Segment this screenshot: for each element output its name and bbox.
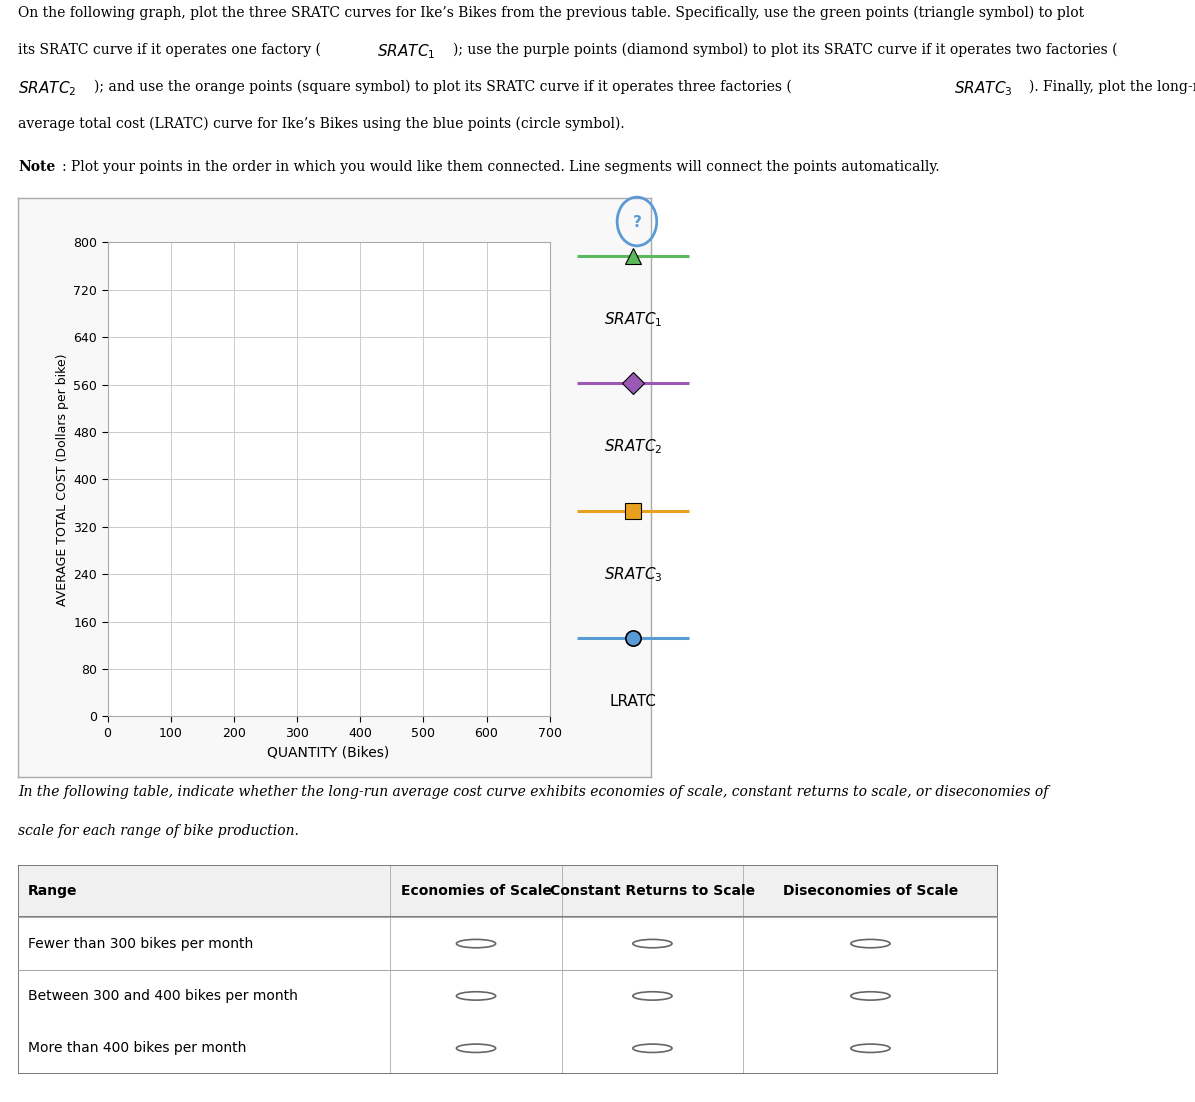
Text: $SRATC_3$: $SRATC_3$ (605, 565, 662, 584)
Bar (18, 865, 998, 917)
Text: average total cost (LRATC) curve for Ike’s Bikes using the blue points (circle s: average total cost (LRATC) curve for Ike… (18, 117, 625, 131)
Text: LRATC: LRATC (609, 694, 657, 710)
Text: In the following table, indicate whether the long-run average cost curve exhibit: In the following table, indicate whether… (18, 785, 1048, 799)
Text: scale for each range of bike production.: scale for each range of bike production. (18, 823, 299, 838)
Text: Constant Returns to Scale: Constant Returns to Scale (550, 884, 755, 898)
Text: $SRATC_2$: $SRATC_2$ (605, 437, 662, 456)
Text: $\mathit{SRATC}_2$: $\mathit{SRATC}_2$ (18, 79, 76, 98)
Text: More than 400 bikes per month: More than 400 bikes per month (27, 1041, 246, 1056)
Text: Diseconomies of Scale: Diseconomies of Scale (783, 884, 958, 898)
Text: Fewer than 300 bikes per month: Fewer than 300 bikes per month (27, 937, 253, 951)
Text: ?: ? (632, 215, 642, 230)
Text: : Plot your points in the order in which you would like them connected. Line seg: : Plot your points in the order in which… (62, 160, 939, 174)
Text: ); use the purple points (diamond symbol) to plot its SRATC curve if it operates: ); use the purple points (diamond symbol… (453, 43, 1117, 57)
Text: its SRATC curve if it operates one factory (: its SRATC curve if it operates one facto… (18, 43, 320, 57)
Text: Range: Range (27, 884, 78, 898)
Text: ). Finally, plot the long-run: ). Finally, plot the long-run (1029, 79, 1195, 94)
Y-axis label: AVERAGE TOTAL COST (Dollars per bike): AVERAGE TOTAL COST (Dollars per bike) (56, 353, 69, 606)
Text: $SRATC_1$: $SRATC_1$ (605, 311, 662, 329)
Text: $\mathit{SRATC}_3$: $\mathit{SRATC}_3$ (954, 79, 1012, 98)
Text: ); and use the orange points (square symbol) to plot its SRATC curve if it opera: ); and use the orange points (square sym… (93, 79, 791, 94)
Text: Economies of Scale: Economies of Scale (400, 884, 551, 898)
X-axis label: QUANTITY (Bikes): QUANTITY (Bikes) (268, 745, 390, 759)
Text: $\mathit{SRATC}_1$: $\mathit{SRATC}_1$ (376, 43, 435, 62)
Text: On the following graph, plot the three SRATC curves for Ike’s Bikes from the pre: On the following graph, plot the three S… (18, 6, 1084, 20)
Text: Note: Note (18, 160, 55, 174)
Text: Between 300 and 400 bikes per month: Between 300 and 400 bikes per month (27, 988, 298, 1003)
